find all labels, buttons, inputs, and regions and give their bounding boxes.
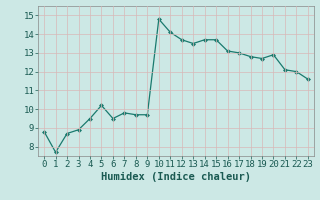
X-axis label: Humidex (Indice chaleur): Humidex (Indice chaleur) (101, 172, 251, 182)
